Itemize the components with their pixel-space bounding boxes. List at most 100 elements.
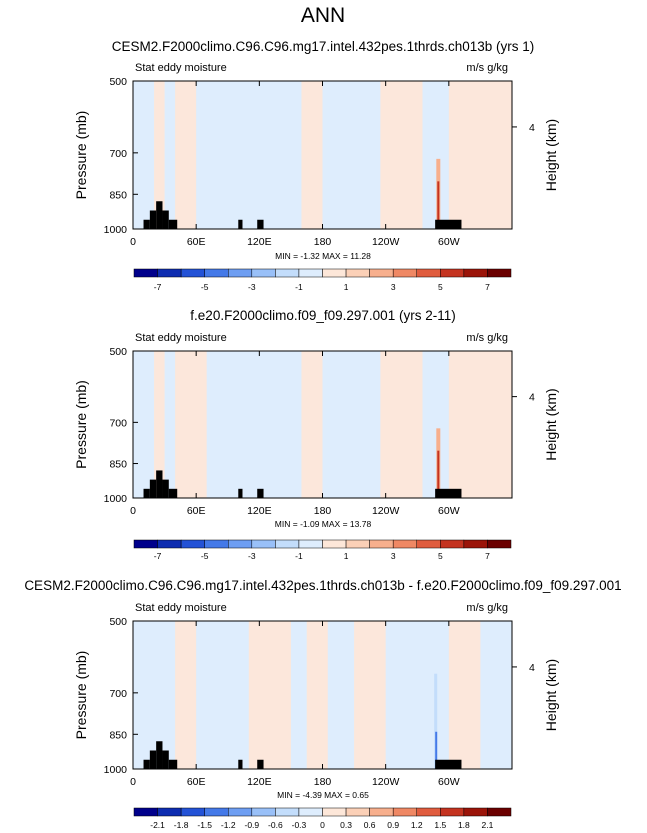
y-tick-label: 850 — [109, 189, 127, 201]
colorbar-box — [298, 539, 323, 549]
field-minimum-core — [435, 731, 438, 769]
colorbar-box — [251, 268, 276, 278]
field-positive-band — [448, 81, 512, 229]
y-tick-label: 1000 — [104, 764, 128, 776]
colorbar-box — [275, 268, 300, 278]
colorbar-box — [180, 539, 205, 549]
colorbar-label: -1.8 — [174, 820, 189, 830]
land-mask — [156, 470, 163, 498]
field-minimum-outer — [434, 673, 438, 769]
colorbar-box — [416, 807, 441, 817]
colorbar-box — [275, 807, 300, 817]
y-axis-title: Pressure (mb) — [73, 111, 89, 200]
panel-title: CESM2.F2000climo.C96.C96.mg17.intel.432p… — [112, 39, 534, 54]
land-mask — [143, 488, 150, 498]
colorbar-box — [322, 268, 347, 278]
colorbar-box — [487, 807, 512, 817]
x-tick-label: 0 — [130, 236, 136, 248]
y-tick-label: 850 — [109, 459, 127, 471]
colorbar-label: -1.5 — [197, 820, 212, 830]
land-mask — [168, 219, 178, 229]
field-positive-band — [154, 81, 165, 229]
colorbar-box — [487, 539, 512, 549]
land-mask — [156, 741, 163, 769]
colorbar-box — [463, 807, 488, 817]
land-mask — [149, 750, 157, 769]
colorbar-box — [180, 268, 205, 278]
colorbar-label: -3 — [248, 282, 256, 292]
colorbar-box — [133, 807, 158, 817]
colorbar-box — [204, 539, 229, 549]
colorbar-box — [345, 807, 370, 817]
colorbar-box — [416, 539, 441, 549]
land-mask — [257, 219, 264, 229]
colorbar-label: 1 — [344, 282, 349, 292]
land-mask — [238, 219, 243, 229]
field-maximum-core — [437, 181, 440, 229]
y-tick-label: 700 — [109, 688, 127, 700]
y-axis-title: Pressure (mb) — [73, 380, 89, 469]
colorbar-label: -0.6 — [268, 820, 283, 830]
colorbar-label: 1.8 — [458, 820, 470, 830]
y-axis-title-right: Height (km) — [543, 119, 559, 191]
colorbar-label: -1.2 — [221, 820, 236, 830]
right-tick-label: 4 — [529, 122, 535, 134]
colorbar-box — [487, 268, 512, 278]
y-tick-label: 1000 — [104, 493, 128, 505]
colorbar-label: 3 — [391, 282, 396, 292]
y-tick-label: 1000 — [104, 224, 128, 236]
colorbar-box — [228, 807, 253, 817]
land-mask — [257, 759, 264, 769]
colorbar-label: 0.6 — [364, 820, 376, 830]
land-mask — [257, 488, 264, 498]
x-tick-label: 60W — [438, 236, 460, 248]
land-mask — [143, 759, 150, 769]
colorbar: -7 -5 -3 -1 1 3 5 7 — [133, 268, 512, 292]
x-tick-label: 0 — [130, 505, 136, 517]
colorbar-label: 0.3 — [340, 820, 352, 830]
colorbar-box — [322, 807, 347, 817]
colorbar-label: 7 — [485, 551, 490, 561]
colorbar-label: -3 — [248, 551, 256, 561]
x-tick-label: 60E — [187, 236, 206, 248]
colorbar-label: 0.9 — [387, 820, 399, 830]
min-max-stats: MIN = -1.32 MAX = 11.28 — [275, 251, 371, 261]
x-tick-label: 120W — [372, 776, 400, 788]
colorbar-label: -1 — [295, 282, 303, 292]
colorbar-label: -0.3 — [292, 820, 307, 830]
x-tick-label: 120W — [372, 505, 400, 517]
field-maximum-core — [437, 450, 440, 498]
colorbar-label: -2.1 — [150, 820, 165, 830]
y-axis-title: Pressure (mb) — [73, 651, 89, 740]
colorbar-label: -5 — [201, 282, 209, 292]
colorbar-box — [180, 807, 205, 817]
colorbar-box — [463, 539, 488, 549]
colorbar-box — [463, 268, 488, 278]
field-positive-band — [301, 81, 323, 229]
x-tick-label: 60W — [438, 505, 460, 517]
colorbar-label: 1.5 — [434, 820, 446, 830]
colorbar-box — [157, 268, 182, 278]
colorbar-box — [440, 268, 465, 278]
x-tick-label: 60E — [187, 505, 206, 517]
colorbar-box — [251, 539, 276, 549]
y-tick-label: 850 — [109, 729, 127, 741]
x-tick-label: 120W — [372, 236, 400, 248]
right-tick-label: 4 — [529, 392, 535, 404]
right-tick-label: 4 — [529, 662, 535, 674]
colorbar-box — [369, 539, 394, 549]
field-positive-band — [175, 621, 197, 769]
land-mask — [162, 750, 169, 769]
land-mask — [149, 210, 157, 229]
x-tick-label: 60W — [438, 776, 460, 788]
field-positive-band — [301, 351, 323, 498]
colorbar-box — [345, 268, 370, 278]
x-tick-label: 180 — [314, 776, 332, 788]
field-positive-band — [306, 621, 328, 769]
field-positive-band — [380, 351, 423, 498]
y-tick-label: 500 — [109, 76, 127, 88]
colorbar: -2.1 -1.8 -1.5 -1.2 -0.9 -0.6 -0.3 0 0.3 0.6 0.9 1.… — [133, 807, 512, 830]
colorbar-box — [392, 268, 417, 278]
panels: CESM2.F2000climo.C96.C96.mg17.intel.432p… — [24, 39, 621, 830]
